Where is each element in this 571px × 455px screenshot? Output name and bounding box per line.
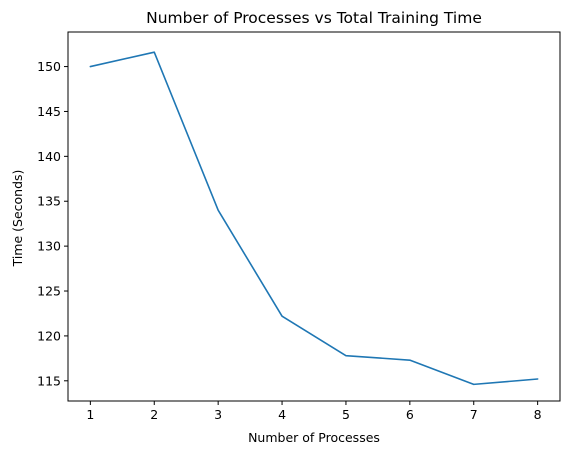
x-tick-label: 4 [278,407,286,422]
x-tick-label: 1 [86,407,94,422]
series-layer [89,51,539,386]
x-tick-label: 8 [534,407,542,422]
y-axis-label: Time (Seconds) [10,170,25,268]
x-tick-label: 6 [406,407,414,422]
chart-title: Number of Processes vs Total Training Ti… [146,9,482,27]
x-tick-label: 2 [150,407,158,422]
y-tick-label: 125 [37,284,61,299]
y-tick-label: 150 [37,59,61,74]
y-axis-ticks: 115 120 125 130 135 140 145 150 [37,59,68,388]
x-tick-label: 3 [214,407,222,422]
x-tick-label: 5 [342,407,350,422]
series-line-0 [89,51,539,386]
y-tick-label: 130 [37,239,61,254]
y-tick-label: 115 [37,373,61,388]
x-axis-ticks: 1 2 3 4 5 6 7 8 [86,401,542,422]
plot-frame [67,31,561,402]
y-tick-label: 120 [37,328,61,343]
y-tick-label: 145 [37,104,61,119]
y-tick-label: 135 [37,194,61,209]
x-tick-label: 7 [470,407,478,422]
x-axis-label: Number of Processes [248,430,380,445]
y-tick-label: 140 [37,149,61,164]
